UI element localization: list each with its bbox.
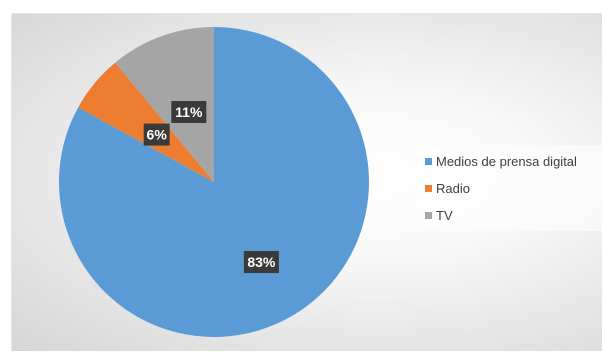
legend-item-tv: TV [425, 202, 602, 229]
legend-swatch-medios [425, 158, 432, 165]
data-label-medios: 83% [243, 251, 279, 274]
pie-slice-tv [115, 27, 214, 182]
data-label-radio: 6% [143, 123, 170, 146]
legend-label-tv: TV [436, 208, 453, 223]
legend-swatch-radio [425, 185, 432, 192]
data-label-text-tv: 11% [175, 104, 203, 120]
legend-label-radio: Radio [436, 181, 470, 196]
data-label-box-tv [171, 100, 207, 123]
data-label-tv: 11% [171, 100, 207, 123]
pie-chart: 83% 6% 11% [58, 27, 369, 337]
pie-slice-radio [78, 62, 215, 182]
legend-label-medios: Medios de prensa digital [436, 154, 577, 169]
chart-area: 83% 6% 11% Medios de prensa digital Radio … [11, 13, 602, 351]
legend-swatch-tv [425, 212, 432, 219]
data-label-text-medios: 83% [247, 254, 276, 270]
chart-legend: Medios de prensa digital Radio TV [417, 145, 602, 231]
data-label-box-medios [243, 251, 279, 274]
legend-item-radio: Radio [425, 175, 602, 202]
legend-item-medios: Medios de prensa digital [425, 148, 602, 175]
pie-slice-medios [58, 27, 369, 337]
data-label-text-radio: 6% [147, 127, 168, 143]
data-label-box-radio [143, 123, 170, 146]
